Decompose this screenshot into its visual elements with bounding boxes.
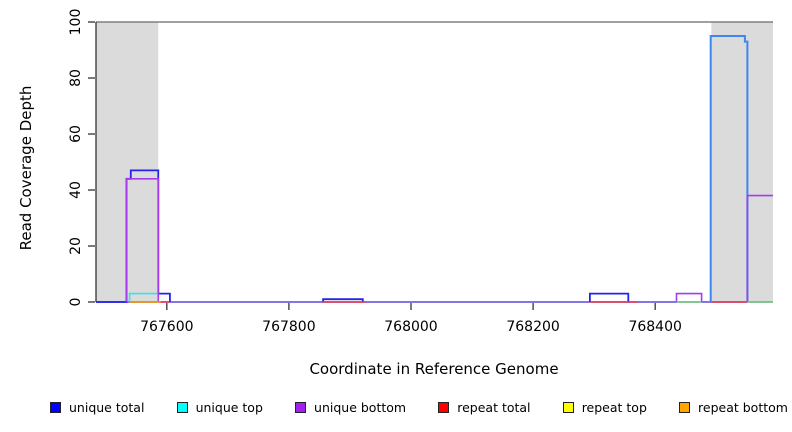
series-line-unique-bottom [125,178,160,302]
legend-item-repeat-bottom: repeat bottom [679,400,788,415]
series-line-unique-total-unique-top-right-peak-overlap [709,35,749,302]
legend-swatch-repeat-top [562,401,574,413]
series-line-unique-bottom [746,194,773,302]
series-line-unique-total [589,292,630,302]
legend-label: unique top [195,399,263,415]
legend-swatch-unique-bottom [295,401,307,413]
legend-label: unique bottom [314,399,407,415]
y-tick-label: 20 [68,237,84,255]
legend: unique total unique top unique bottom repea… [50,398,788,416]
legend-swatch-unique-total [50,401,61,413]
legend-swatch-repeat-bottom [679,401,691,413]
y-axis-title: Read Coverage Depth [17,85,35,251]
series-line-unique-bottom [675,292,703,302]
y-tick-label: 100 [68,9,84,36]
y-tick-label: 80 [68,69,84,87]
legend-item-unique-bottom: unique bottom [295,400,406,415]
x-axis-title: Coordinate in Reference Genome [309,360,559,378]
x-tick-label: 767600 [140,319,193,335]
legend-label: repeat top [581,399,647,415]
y-tick-label: 60 [68,125,84,143]
right-repeat-region [711,22,773,302]
legend-label: repeat total [457,399,531,415]
legend-item-unique-total: unique total [50,400,144,415]
legend-item-repeat-top: repeat top [562,399,647,415]
legend-label: repeat bottom [698,399,788,415]
x-tick-label: 768400 [628,319,681,335]
legend-swatch-unique-top [176,401,188,413]
series-line-unique-total [322,298,364,302]
y-tick-label: 40 [68,181,84,199]
x-tick-label: 767800 [262,319,315,335]
x-tick-label: 768000 [384,319,437,335]
legend-item-unique-top: unique top [176,399,263,415]
x-tick-label: 768200 [506,319,559,335]
legend-label: unique total [69,399,145,415]
y-tick-label: 0 [68,298,84,307]
legend-item-repeat-total: repeat total [438,399,531,415]
legend-swatch-repeat-total [438,401,450,413]
